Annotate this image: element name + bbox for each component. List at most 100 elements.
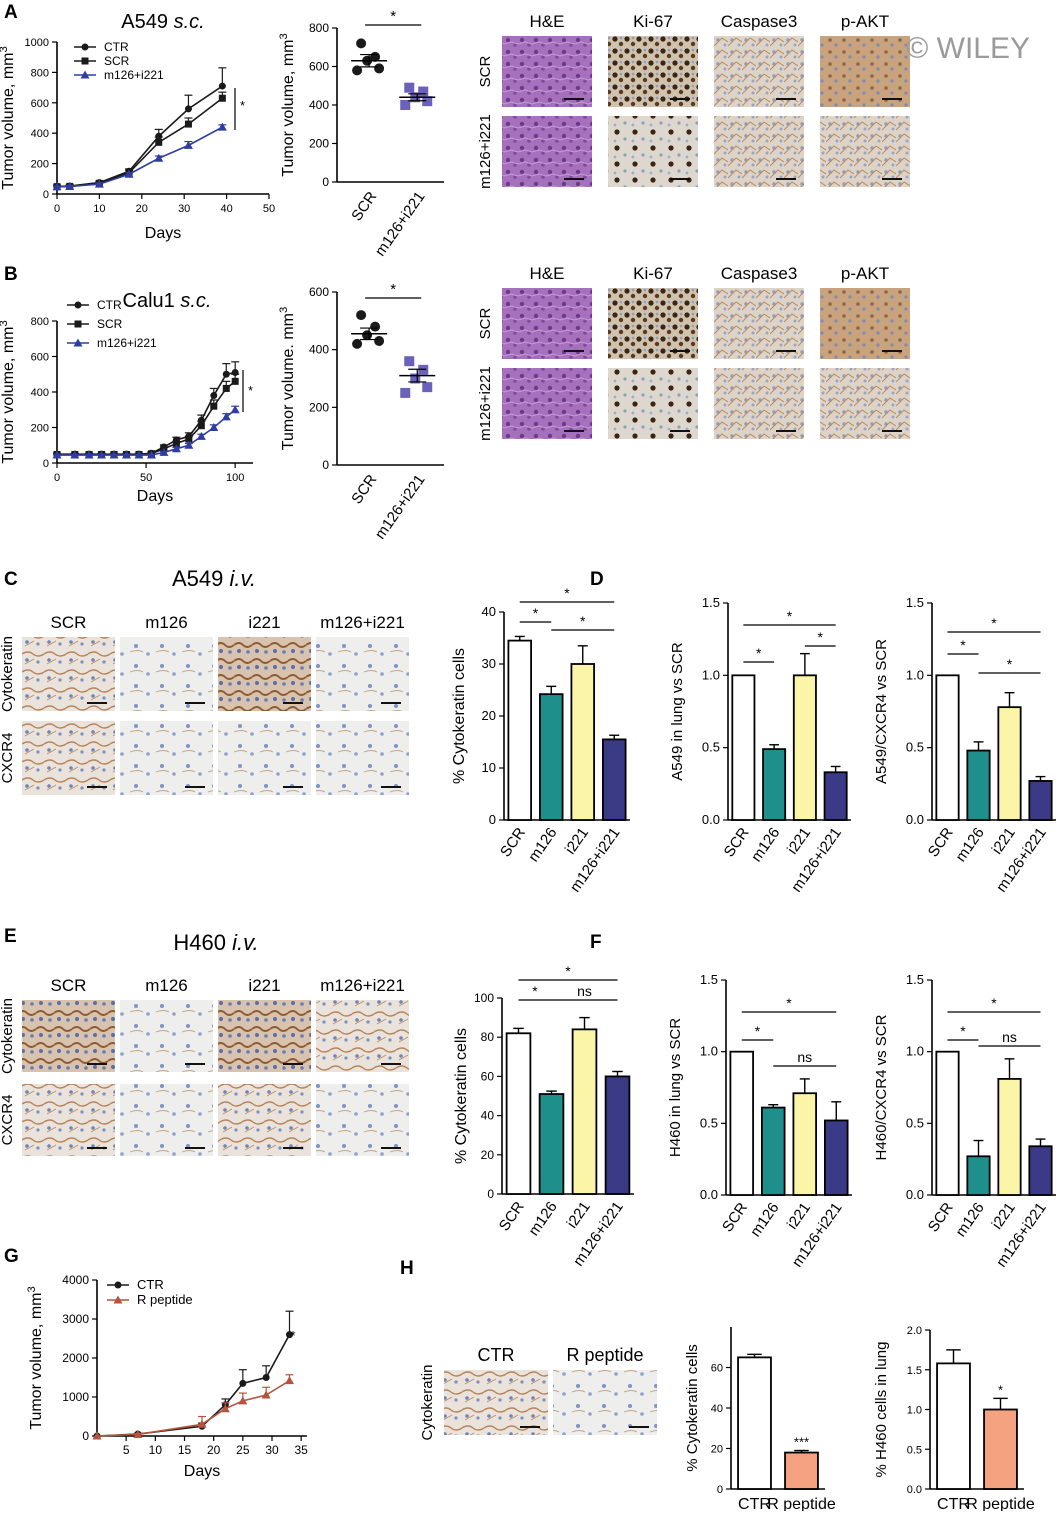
data-point <box>159 447 169 456</box>
data-point <box>210 392 218 400</box>
legend-label: CTR <box>137 1277 164 1292</box>
data-point <box>356 310 367 321</box>
y-tick-label: 1.5 <box>906 595 924 610</box>
x-tick-label: 30 <box>265 1443 279 1457</box>
category-label: R peptide <box>966 1496 1035 1511</box>
category-label: CTR <box>738 1496 771 1511</box>
significance-label: * <box>818 629 824 645</box>
panel-label: D <box>590 569 604 590</box>
y-axis-label: H460/CXCR4 vs SCR <box>873 1014 890 1160</box>
y-tick-label: 0 <box>717 1484 723 1496</box>
bar <box>505 1032 532 1195</box>
column-header: CTR <box>478 1345 515 1365</box>
y-axis-label: % Cytokeratin cells <box>451 648 468 784</box>
x-tick-label: 0 <box>54 203 60 215</box>
y-tick-label: 1.5 <box>702 595 720 610</box>
y-tick-label: 20 <box>482 708 496 723</box>
histology-image <box>120 637 213 711</box>
column-header: SCR <box>51 976 87 995</box>
data-point <box>239 1379 247 1387</box>
y-tick-label: 0 <box>43 458 49 470</box>
data-point <box>217 122 227 131</box>
x-tick-label: 40 <box>220 203 232 215</box>
y-tick-label: 1.5 <box>907 1365 922 1377</box>
category-label: m126 <box>952 825 987 865</box>
series-line <box>57 409 236 456</box>
bar <box>784 1451 819 1490</box>
data-point <box>221 412 231 421</box>
data-point <box>121 450 131 459</box>
column-header: SCR <box>51 613 87 632</box>
y-tick-label: 0.5 <box>702 740 720 755</box>
y-tick-label: 400 <box>309 98 329 112</box>
data-point <box>155 132 163 140</box>
data-point <box>196 431 206 440</box>
x-tick-label: 100 <box>226 472 244 484</box>
y-tick-label: 2.0 <box>907 1325 922 1337</box>
y-axis-label: Tumor volume, mm3 <box>0 320 17 463</box>
y-tick-label: 1000 <box>62 1390 89 1404</box>
data-point <box>94 179 104 188</box>
histology-image <box>22 1084 115 1156</box>
y-tick-label: 1.0 <box>702 667 720 682</box>
row-header: SCR <box>477 307 494 339</box>
bar <box>824 1119 849 1196</box>
y-tick-label: 10 <box>482 760 496 775</box>
bar-chart-H_bar1: 0 20 40 60 % Cytokeratin cells CTR *** R peptid… <box>684 1327 836 1513</box>
data-point <box>238 1396 248 1405</box>
histology-image <box>218 1084 311 1156</box>
y-tick-label: 40 <box>481 1109 495 1123</box>
y-axis-label: H460 in lung vs SCR <box>667 1018 684 1157</box>
data-point <box>84 450 94 459</box>
row-header: CXCR4 <box>0 733 16 784</box>
line-chart-A_line: 0 200 400 600 800 1000 Tumor volume, mm3 0 10 20 3… <box>0 11 275 242</box>
histology-image <box>502 288 592 359</box>
significance-label: * <box>960 637 966 653</box>
y-tick-label: 0.5 <box>907 1444 922 1456</box>
significance-label: * <box>532 983 538 999</box>
y-tick-label: 200 <box>309 400 329 414</box>
line-chart-B_line: 0 200 400 600 800 Tumor volume, mm3 0 50 100 Days… <box>0 290 253 505</box>
histology-image <box>714 36 804 107</box>
category-label: m126 <box>525 1199 560 1239</box>
data-point <box>74 301 82 309</box>
y-tick-label: 1000 <box>25 37 49 49</box>
panel-labels: A B C D E F G H © WILEY <box>4 2 1030 1279</box>
data-point <box>218 94 226 102</box>
histology-image <box>120 1084 213 1156</box>
image-grid-B_ihc: H&E Ki-67 Caspase3 p-AKT SCR m126+i221 <box>477 264 910 441</box>
data-point <box>184 440 194 449</box>
bar <box>966 749 991 821</box>
x-axis-label: Days <box>184 1463 220 1480</box>
histology-image <box>316 1084 409 1156</box>
series-line <box>96 1334 291 1437</box>
y-tick-label: 400 <box>31 128 49 140</box>
bar <box>983 1408 1018 1490</box>
y-tick-label: 800 <box>31 67 49 79</box>
row-header: CXCR4 <box>0 1095 16 1146</box>
significance-label: * <box>755 1023 761 1039</box>
bar <box>1028 780 1053 821</box>
histology-image <box>608 288 698 359</box>
data-point <box>422 96 433 107</box>
y-tick-label: 800 <box>31 316 49 328</box>
y-tick-label: 20 <box>481 1148 495 1162</box>
data-point <box>220 1404 230 1413</box>
column-header: m126+i221 <box>320 976 405 995</box>
histology-image <box>714 116 804 187</box>
data-point <box>422 382 433 393</box>
x-tick-label: 15 <box>178 1443 192 1457</box>
x-tick-label: 10 <box>149 1443 163 1457</box>
data-point <box>154 153 164 162</box>
y-tick-label: 80 <box>481 1030 495 1044</box>
bar <box>507 639 532 821</box>
data-point <box>352 65 363 76</box>
histology-image <box>316 637 409 711</box>
significance-label: * <box>991 995 997 1011</box>
significance-label: * <box>390 281 396 298</box>
